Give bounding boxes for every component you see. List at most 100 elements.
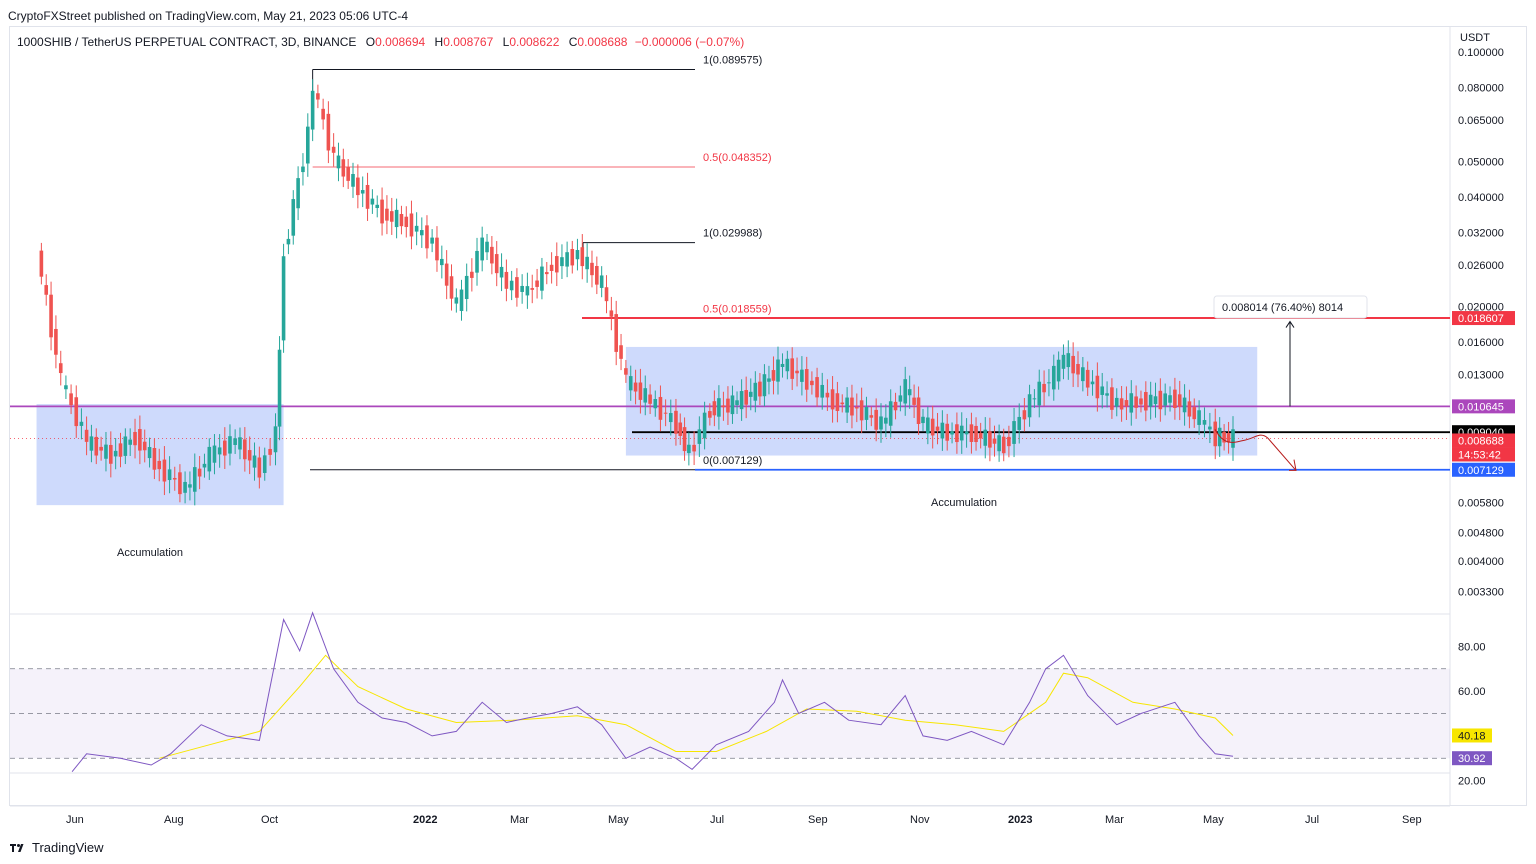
- candle-body: [945, 423, 950, 441]
- candle-body: [341, 159, 346, 177]
- fib-label: 1(0.089575): [703, 55, 762, 67]
- candle-body: [1032, 398, 1037, 400]
- candle-body: [118, 443, 123, 457]
- candle-body: [730, 395, 735, 415]
- candle-body: [1061, 354, 1066, 369]
- time-axis-tick: Sep: [1402, 814, 1422, 826]
- footer-brand[interactable]: TradingView: [9, 840, 104, 855]
- candle-body: [178, 472, 182, 495]
- time-axis-tick: Nov: [910, 814, 930, 826]
- candle-body: [692, 444, 696, 452]
- price-axis-tick: 0.020000: [1458, 302, 1504, 314]
- candle-body: [281, 256, 286, 341]
- rsi-value-box: [1452, 728, 1492, 743]
- candle-body: [157, 460, 162, 470]
- candle-body: [520, 285, 524, 292]
- time-axis-tick: 2022: [413, 814, 437, 826]
- candle-body: [1081, 367, 1085, 382]
- candle-body: [735, 400, 739, 406]
- candle-body: [1129, 393, 1134, 413]
- candle-body: [99, 446, 103, 451]
- candle-body: [470, 271, 474, 278]
- open-value: 0.008694: [375, 35, 426, 49]
- candle-body: [404, 216, 409, 228]
- candle-body: [702, 412, 707, 439]
- candle-body: [810, 380, 814, 386]
- candle-body: [375, 204, 380, 209]
- candle-body: [1022, 410, 1027, 420]
- candle-body: [356, 177, 360, 196]
- candle-body: [454, 297, 459, 304]
- candle-body: [291, 199, 296, 236]
- candle-body: [459, 289, 464, 311]
- candle-body: [762, 374, 767, 397]
- price-axis-tick: 0.005800: [1458, 497, 1504, 509]
- candle-body: [614, 314, 619, 352]
- candle-body: [940, 422, 945, 439]
- candle-body: [609, 310, 614, 317]
- change-value: −0.000006 (−0.07%): [634, 35, 745, 49]
- candle-body: [1090, 381, 1095, 385]
- candle-body: [233, 438, 237, 445]
- candle-body: [1042, 383, 1046, 393]
- candle-body: [712, 401, 717, 416]
- candle-body: [850, 397, 854, 416]
- candle-body: [633, 382, 638, 392]
- candle-body: [663, 412, 668, 414]
- candle-body: [888, 401, 893, 426]
- price-axis-label: 14:53:42: [1458, 449, 1501, 461]
- candle-body: [449, 276, 454, 299]
- price-axis-label-box: [1452, 399, 1515, 414]
- candle-body: [162, 459, 167, 482]
- fib-label: 1(0.029988): [703, 228, 762, 240]
- price-axis-label-box: [1452, 311, 1515, 326]
- candle-body: [708, 411, 712, 418]
- accumulation-label: Accumulation: [931, 497, 997, 509]
- candle-body: [138, 429, 142, 451]
- candle-body: [997, 435, 1001, 452]
- candle-body: [1144, 392, 1148, 411]
- candle-body: [1208, 426, 1212, 430]
- candle-body: [310, 90, 315, 130]
- candle-body: [152, 448, 157, 470]
- candle-body: [771, 370, 776, 381]
- candle-body: [1134, 396, 1138, 408]
- price-axis-tick: 0.040000: [1458, 192, 1504, 204]
- price-axis-tick: 0.004800: [1458, 527, 1504, 539]
- symbol-title[interactable]: 1000SHIB / TetherUS PERPETUAL CONTRACT, …: [17, 35, 357, 49]
- candle-body: [64, 385, 68, 390]
- candle-body: [549, 264, 554, 271]
- candle-body: [668, 413, 673, 423]
- candle-body: [950, 431, 954, 435]
- candle-body: [619, 345, 623, 359]
- candle-body: [435, 237, 439, 261]
- candle-body: [84, 429, 89, 442]
- time-axis-tick: Oct: [261, 814, 278, 826]
- candle-body: [825, 392, 830, 398]
- candle-body: [530, 288, 535, 290]
- candle-body: [540, 266, 544, 291]
- candle-body: [864, 407, 869, 420]
- rsi-axis-tick: 20.00: [1458, 776, 1486, 788]
- price-axis-currency: USDT: [1460, 32, 1490, 44]
- candle-body: [79, 421, 84, 426]
- time-axis-tick: Jul: [1305, 814, 1319, 826]
- candle-body: [624, 368, 628, 375]
- candle-body: [628, 376, 633, 391]
- candle-body: [767, 378, 771, 382]
- candle-body: [780, 363, 785, 367]
- projection-path: [1214, 429, 1297, 471]
- candle-body: [599, 275, 604, 288]
- candle-body: [1017, 416, 1022, 430]
- accumulation-label: Accumulation: [117, 547, 183, 559]
- candle-body: [243, 439, 247, 460]
- candle-body: [595, 265, 599, 285]
- candle-body: [840, 402, 845, 405]
- candle-body: [1213, 421, 1218, 447]
- candle-body: [167, 469, 172, 481]
- price-axis-label: 0.018607: [1458, 313, 1504, 325]
- candle-body: [409, 213, 414, 237]
- candle-body: [535, 280, 539, 287]
- candle-body: [515, 277, 519, 298]
